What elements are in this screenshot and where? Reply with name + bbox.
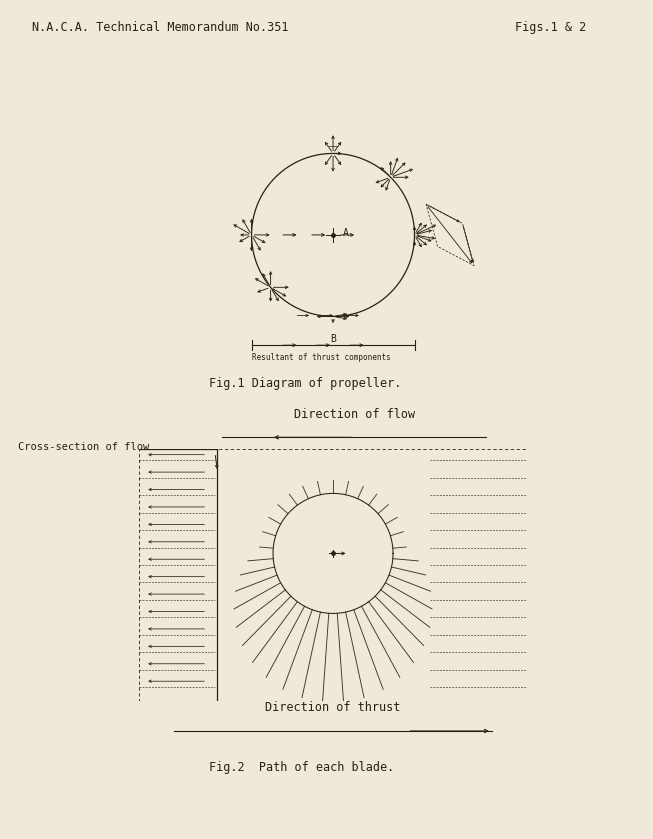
Text: Fig.2  Path of each blade.: Fig.2 Path of each blade. [209, 761, 394, 774]
Text: A: A [343, 228, 349, 238]
Text: Fig.1 Diagram of propeller.: Fig.1 Diagram of propeller. [209, 378, 402, 390]
Text: N.A.C.A. Technical Memorandum No.351: N.A.C.A. Technical Memorandum No.351 [32, 21, 289, 34]
Text: Direction of thrust: Direction of thrust [265, 701, 401, 714]
Text: Figs.1 & 2: Figs.1 & 2 [515, 21, 586, 34]
Text: Cross-section of flow: Cross-section of flow [18, 442, 150, 451]
Text: Direction of flow: Direction of flow [294, 408, 415, 420]
Text: B: B [330, 334, 336, 344]
Text: Resultant of thrust components: Resultant of thrust components [251, 353, 390, 362]
